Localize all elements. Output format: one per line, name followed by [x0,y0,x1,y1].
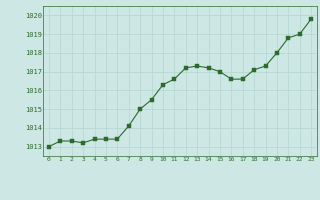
Text: Graphe pression niveau de la mer (hPa): Graphe pression niveau de la mer (hPa) [65,179,255,188]
